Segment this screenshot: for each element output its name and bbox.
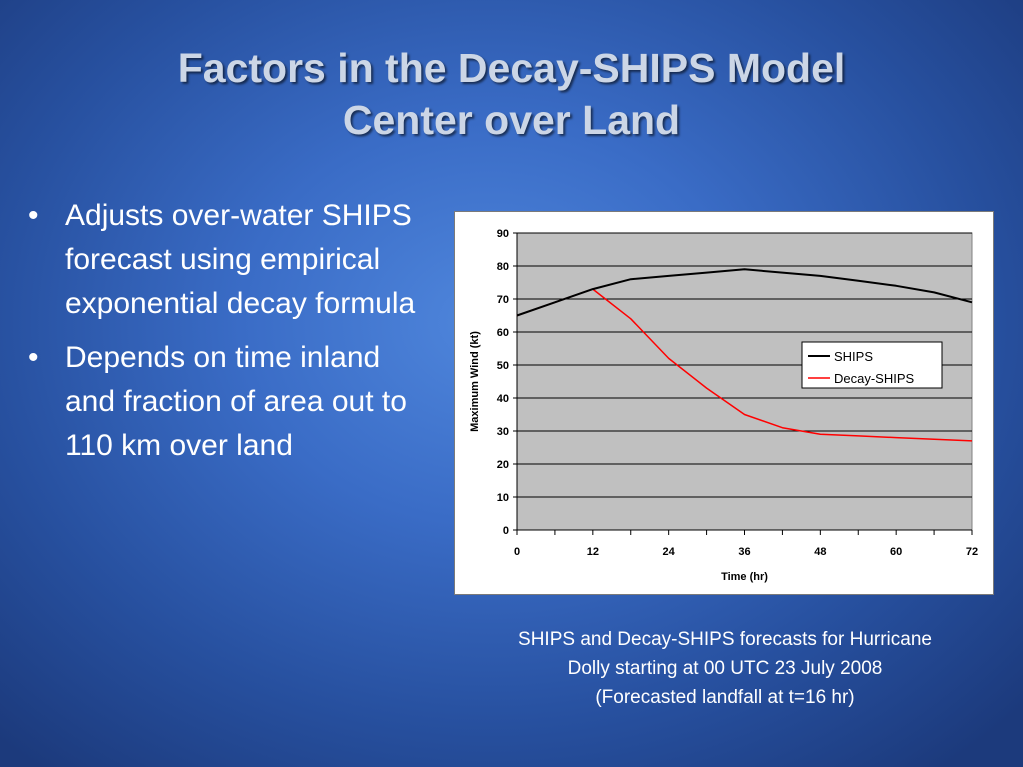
bullet-text: Depends on time inland and fraction of a… [65, 341, 407, 462]
bullet-list: • Adjusts over-water SHIPS forecast usin… [28, 194, 428, 478]
bullet-marker: • [28, 199, 39, 232]
y-tick-label: 60 [497, 327, 509, 339]
chart-caption: SHIPS and Decay-SHIPS forecasts for Hurr… [455, 625, 995, 712]
y-tick-label: 40 [497, 393, 509, 405]
y-tick-label: 50 [497, 360, 509, 372]
bullet-item: • Depends on time inland and fraction of… [28, 336, 428, 468]
bullet-item: • Adjusts over-water SHIPS forecast usin… [28, 194, 428, 326]
y-tick-label: 20 [497, 459, 509, 471]
y-tick-label: 10 [497, 492, 509, 504]
slide-title: Factors in the Decay-SHIPS Model Center … [0, 42, 1023, 146]
legend-box [801, 341, 943, 389]
legend-label: SHIPS [834, 349, 873, 364]
slide-title-line-2: Center over Land [342, 97, 681, 143]
caption-line-2: Dolly starting at 00 UTC 23 July 2008 [567, 658, 883, 679]
x-tick-label: 48 [814, 546, 826, 558]
chart-container: 0 10 20 30 40 50 60 70 80 90 0 12 24 36 48 60 72 Time (hr… [454, 211, 994, 595]
bullet-text: Adjusts over-water SHIPS forecast using … [65, 199, 416, 320]
caption-line-1: SHIPS and Decay-SHIPS forecasts for Hurr… [518, 629, 932, 650]
caption-line-3: (Forecasted landfall at t=16 hr) [595, 687, 855, 708]
slide-title-line-1: Factors in the Decay-SHIPS Model [177, 45, 846, 91]
x-tick-label: 12 [587, 546, 599, 558]
y-tick-label: 70 [497, 294, 509, 306]
x-tick-label: 24 [663, 546, 676, 558]
x-tick-label: 36 [738, 546, 750, 558]
line-chart: 0 10 20 30 40 50 60 70 80 90 0 12 24 36 48 60 72 Time (hr… [469, 228, 978, 583]
x-tick-label: 0 [514, 546, 520, 558]
x-tick-label: 72 [966, 546, 978, 558]
y-tick-label: 90 [497, 228, 509, 240]
bullet-marker: • [28, 341, 39, 374]
series-line-ships [516, 268, 973, 317]
y-axis-label: Maximum Wind (kt) [469, 331, 481, 432]
y-tick-label: 80 [497, 261, 509, 273]
y-tick-label: 30 [497, 426, 509, 438]
legend-label: Decay-SHIPS [834, 371, 915, 386]
y-tick-label: 0 [503, 525, 509, 537]
x-tick-label: 60 [890, 546, 902, 558]
x-axis-label: Time (hr) [721, 571, 768, 583]
